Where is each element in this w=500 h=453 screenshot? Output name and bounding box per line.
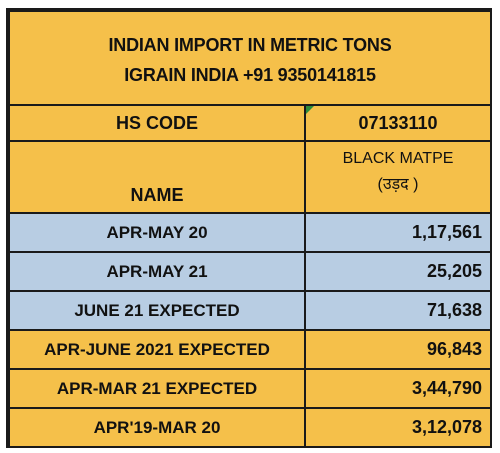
row-label: APR-MAY 20 — [8, 212, 306, 253]
name-value-line-2: (उड़द ) — [377, 176, 419, 193]
row-label: APR'19-MAR 20 — [8, 407, 306, 448]
import-table: INDIAN IMPORT IN METRIC TONS IGRAIN INDI… — [7, 10, 493, 448]
title-line-2: IGRAIN INDIA +91 9350141815 — [124, 65, 376, 85]
import-table-sheet: INDIAN IMPORT IN METRIC TONS IGRAIN INDI… — [6, 8, 493, 448]
hs-code-label: HS CODE — [8, 104, 306, 142]
row-value: 3,44,790 — [303, 368, 493, 409]
row-label: JUNE 21 EXPECTED — [8, 290, 306, 331]
row-label: APR-MAY 21 — [8, 251, 306, 292]
table-row: APR-MAY 21 25,205 — [8, 251, 493, 292]
row-value: 96,843 — [303, 329, 493, 370]
row-value: 1,17,561 — [303, 212, 493, 253]
name-value-cell: BLACK MATPE (उड़द ) — [303, 140, 493, 214]
table-row: APR-MAY 20 1,17,561 — [8, 212, 493, 253]
hs-code-value-cell: 07133110 — [303, 104, 493, 142]
row-label: APR-MAR 21 EXPECTED — [8, 368, 306, 409]
name-label: NAME — [8, 140, 306, 214]
title-line-1: INDIAN IMPORT IN METRIC TONS — [108, 35, 392, 55]
table-row: JUNE 21 EXPECTED 71,638 — [8, 290, 493, 331]
table-row: APR'19-MAR 20 3,12,078 — [8, 407, 493, 448]
row-value: 3,12,078 — [303, 407, 493, 448]
name-value-line-1: BLACK MATPE — [342, 150, 454, 167]
row-value: 71,638 — [303, 290, 493, 331]
cell-comment-marker-icon — [307, 107, 314, 114]
table-row: APR-JUNE 2021 EXPECTED 96,843 — [8, 329, 493, 370]
hs-code-value: 07133110 — [358, 112, 438, 133]
title-cell: INDIAN IMPORT IN METRIC TONS IGRAIN INDI… — [7, 10, 493, 106]
table-row: APR-MAR 21 EXPECTED 3,44,790 — [8, 368, 493, 409]
name-row: NAME BLACK MATPE (उड़द ) — [8, 140, 493, 214]
title-row: INDIAN IMPORT IN METRIC TONS IGRAIN INDI… — [7, 10, 493, 106]
row-value: 25,205 — [303, 251, 493, 292]
hs-code-row: HS CODE 07133110 — [8, 104, 493, 142]
row-label: APR-JUNE 2021 EXPECTED — [8, 329, 306, 370]
